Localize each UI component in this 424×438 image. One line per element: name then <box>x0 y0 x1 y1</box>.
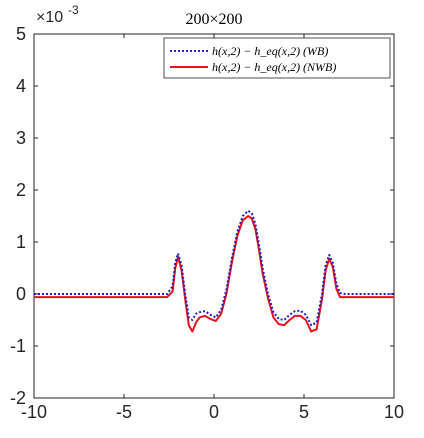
y-tick-label: -2 <box>10 388 26 408</box>
x-tick-label: 0 <box>209 402 219 422</box>
series-line-wb <box>34 209 394 327</box>
legend-label-nwb: h(x,2) − h_eq(x,2) (NWB) <box>212 60 336 74</box>
y-exponent-label: ×10 -3 <box>36 3 79 26</box>
y-exponent-value: -3 <box>68 3 79 17</box>
svg-text:×10: ×10 <box>36 9 63 26</box>
x-tick-label: -10 <box>21 402 47 422</box>
y-tick-label: 4 <box>16 76 26 96</box>
y-tick-label: -1 <box>10 336 26 356</box>
plot-area <box>33 33 395 399</box>
legend-box <box>163 37 391 79</box>
x-tick-label: 5 <box>299 402 309 422</box>
y-tick-label: 0 <box>16 284 26 304</box>
y-tick-label: 5 <box>16 24 26 44</box>
y-tick-label: 3 <box>16 128 26 148</box>
series-line-nwb <box>34 215 394 333</box>
x-tick-label: 10 <box>384 402 404 422</box>
x-tick-label: -5 <box>116 402 132 422</box>
chart-title: 200×200 <box>185 11 242 28</box>
y-tick-label: 2 <box>16 180 26 200</box>
legend-label-wb: h(x,2) − h_eq(x,2) (WB) <box>212 44 328 58</box>
y-tick-label: 1 <box>16 232 26 252</box>
legend: h(x,2) − h_eq(x,2) (WB) h(x,2) − h_eq(x,… <box>163 37 391 79</box>
series-layer <box>34 209 394 333</box>
